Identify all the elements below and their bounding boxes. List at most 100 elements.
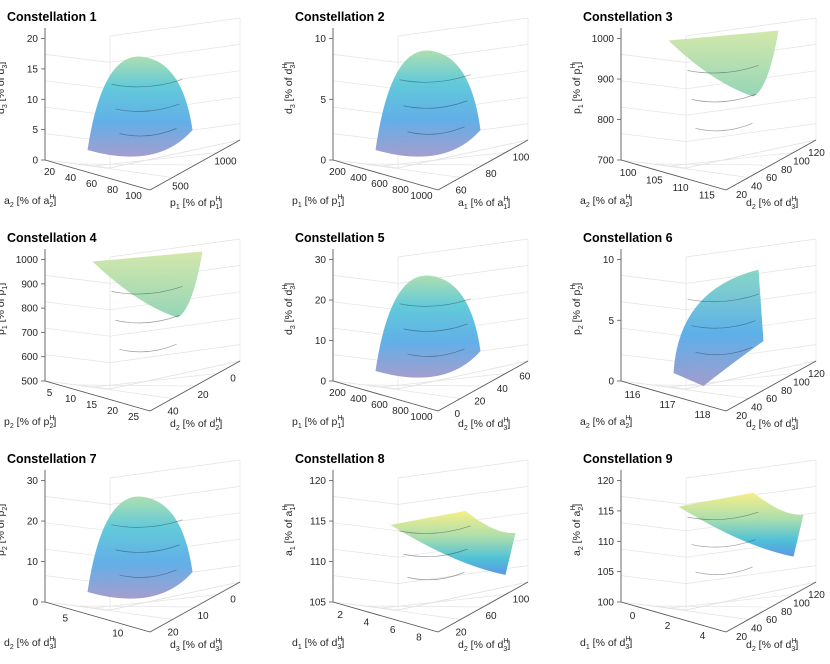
panel-7: Constellation 7 0 10 20 30 5 10 20 10 0 p2 [% of p… bbox=[0, 452, 241, 653]
x-tick-label: 116 bbox=[625, 390, 641, 401]
x-tick-label: 15 bbox=[86, 400, 98, 411]
y-axis-label: d2 [% of dH 3] bbox=[746, 196, 798, 211]
y-axis-label: d2 [% of dH 2] bbox=[170, 417, 222, 432]
x-tick-label: 4 bbox=[700, 631, 706, 642]
contour-line bbox=[119, 569, 177, 578]
contour-line bbox=[407, 348, 465, 357]
x-tick-label: 20 bbox=[44, 167, 56, 178]
z-tick-label: 0 bbox=[320, 156, 326, 167]
surface bbox=[678, 492, 804, 557]
z-tick-label: 120 bbox=[597, 476, 614, 487]
x-tick-label: 80 bbox=[107, 185, 119, 196]
x-axis-label: a2 [% of aH 2] bbox=[580, 194, 632, 209]
z-tick-label: 800 bbox=[597, 115, 614, 126]
y-tick-label: 100 bbox=[513, 594, 530, 605]
panel-9: Constellation 9 100 105 110 115 120 0 2 4 2040608… bbox=[570, 452, 825, 653]
z-axis-label: d3 [% of dH3] bbox=[282, 283, 297, 335]
surface bbox=[87, 56, 193, 157]
contour-line bbox=[407, 571, 465, 581]
z-tick-label: 30 bbox=[27, 476, 39, 487]
contour-line bbox=[115, 315, 180, 324]
z-tick-label: 10 bbox=[603, 255, 615, 266]
x-tick-label: 2 bbox=[337, 610, 343, 621]
z-tick-label: 20 bbox=[27, 34, 39, 45]
z-axis-label: d3 [% of dH3] bbox=[282, 62, 297, 114]
z-tick-label: 10 bbox=[27, 557, 39, 568]
z-tick-label: 10 bbox=[27, 95, 39, 106]
contour-line bbox=[403, 323, 468, 332]
panel-3: Constellation 3 700 800 900 1000 100 105 110 115… bbox=[570, 10, 825, 211]
z-axis-label: p1 [% of pH1] bbox=[0, 283, 9, 335]
z-tick-label: 105 bbox=[597, 567, 614, 578]
panel-4: Constellation 4 500 600 700 800 900 1000 5 10 15 2… bbox=[0, 231, 241, 432]
x-tick-label: 60 bbox=[86, 179, 98, 190]
x-tick-label: 10 bbox=[112, 629, 124, 640]
x-tick-label: 110 bbox=[673, 183, 689, 194]
z-tick-label: 30 bbox=[315, 255, 327, 266]
y-axis-label: d3 [% of dH 3] bbox=[170, 638, 222, 653]
z-tick-label: 105 bbox=[309, 598, 326, 609]
y-axis-label: d2 [% of dH 3] bbox=[746, 638, 798, 653]
z-tick-label: 700 bbox=[597, 156, 614, 167]
surface bbox=[375, 50, 481, 157]
y-tick-label: 60 bbox=[455, 186, 467, 197]
z-tick-label: 900 bbox=[597, 75, 614, 86]
panel-title: Constellation 7 bbox=[7, 452, 97, 466]
panel-1: Constellation 1 0 5 10 15 20 20 40 60 80 100 500 100… bbox=[0, 10, 241, 211]
x-tick-label: 400 bbox=[350, 394, 367, 405]
panel-title: Constellation 9 bbox=[583, 452, 673, 466]
contour-line bbox=[691, 320, 756, 329]
y-tick-label: 120 bbox=[808, 369, 825, 380]
panel-title: Constellation 6 bbox=[583, 231, 673, 245]
y-tick-label: 40 bbox=[751, 182, 763, 193]
contour-line bbox=[691, 94, 756, 103]
x-axis-label: p1 [% of pH 1] bbox=[292, 415, 344, 430]
surface bbox=[668, 30, 779, 97]
contour-line bbox=[111, 519, 183, 528]
y-axis-label: a1 [% of aH 1] bbox=[458, 196, 510, 211]
y-tick-label: 500 bbox=[172, 182, 189, 193]
contour-line bbox=[399, 525, 471, 534]
x-tick-label: 800 bbox=[392, 406, 409, 417]
x-tick-label: 25 bbox=[128, 412, 140, 423]
y-tick-label: 1000 bbox=[214, 157, 237, 168]
y-axis-label: d2 [% of dH 3] bbox=[458, 417, 510, 432]
z-tick-label: 0 bbox=[320, 377, 326, 388]
z-tick-label: 0 bbox=[608, 377, 614, 388]
z-tick-label: 10 bbox=[315, 34, 327, 45]
x-axis-label: d1 [% of dH 3] bbox=[292, 636, 344, 651]
z-tick-label: 600 bbox=[21, 352, 38, 363]
y-tick-label: 20 bbox=[474, 396, 486, 407]
y-tick-label: 40 bbox=[751, 624, 763, 635]
x-tick-label: 10 bbox=[65, 394, 77, 405]
z-tick-label: 500 bbox=[21, 377, 38, 388]
x-tick-label: 200 bbox=[329, 167, 346, 178]
z-tick-label: 800 bbox=[21, 304, 38, 315]
y-tick-label: 100 bbox=[793, 599, 810, 610]
z-tick-label: 900 bbox=[21, 279, 38, 290]
x-tick-label: 115 bbox=[699, 190, 715, 201]
z-axis-label: p2 [% of pH2] bbox=[570, 283, 585, 335]
z-tick-label: 15 bbox=[27, 64, 39, 75]
contour-line bbox=[695, 122, 753, 132]
contour-line bbox=[115, 103, 180, 112]
surface bbox=[375, 275, 481, 378]
y-tick-label: 20 bbox=[455, 628, 467, 639]
y-tick-label: 60 bbox=[485, 611, 497, 622]
contour-line bbox=[691, 539, 756, 548]
y-tick-label: 40 bbox=[497, 384, 509, 395]
x-tick-label: 5 bbox=[62, 614, 68, 625]
y-tick-label: 20 bbox=[197, 390, 209, 401]
y-axis-label: p1 [% of pH 1] bbox=[170, 196, 222, 211]
panel-8: Constellation 8 105 110 115 120 2 4 6 8 20 60 100 a1… bbox=[282, 452, 530, 653]
z-tick-label: 1000 bbox=[16, 255, 39, 266]
y-tick-label: 20 bbox=[167, 628, 179, 639]
z-axis-label: a2 [% of aH2] bbox=[570, 504, 585, 556]
x-tick-label: 200 bbox=[329, 388, 346, 399]
panel-title: Constellation 5 bbox=[295, 231, 385, 245]
z-tick-label: 115 bbox=[598, 506, 614, 517]
y-tick-label: 40 bbox=[751, 403, 763, 414]
panel-title: Constellation 2 bbox=[295, 10, 385, 24]
contour-line bbox=[403, 100, 468, 109]
